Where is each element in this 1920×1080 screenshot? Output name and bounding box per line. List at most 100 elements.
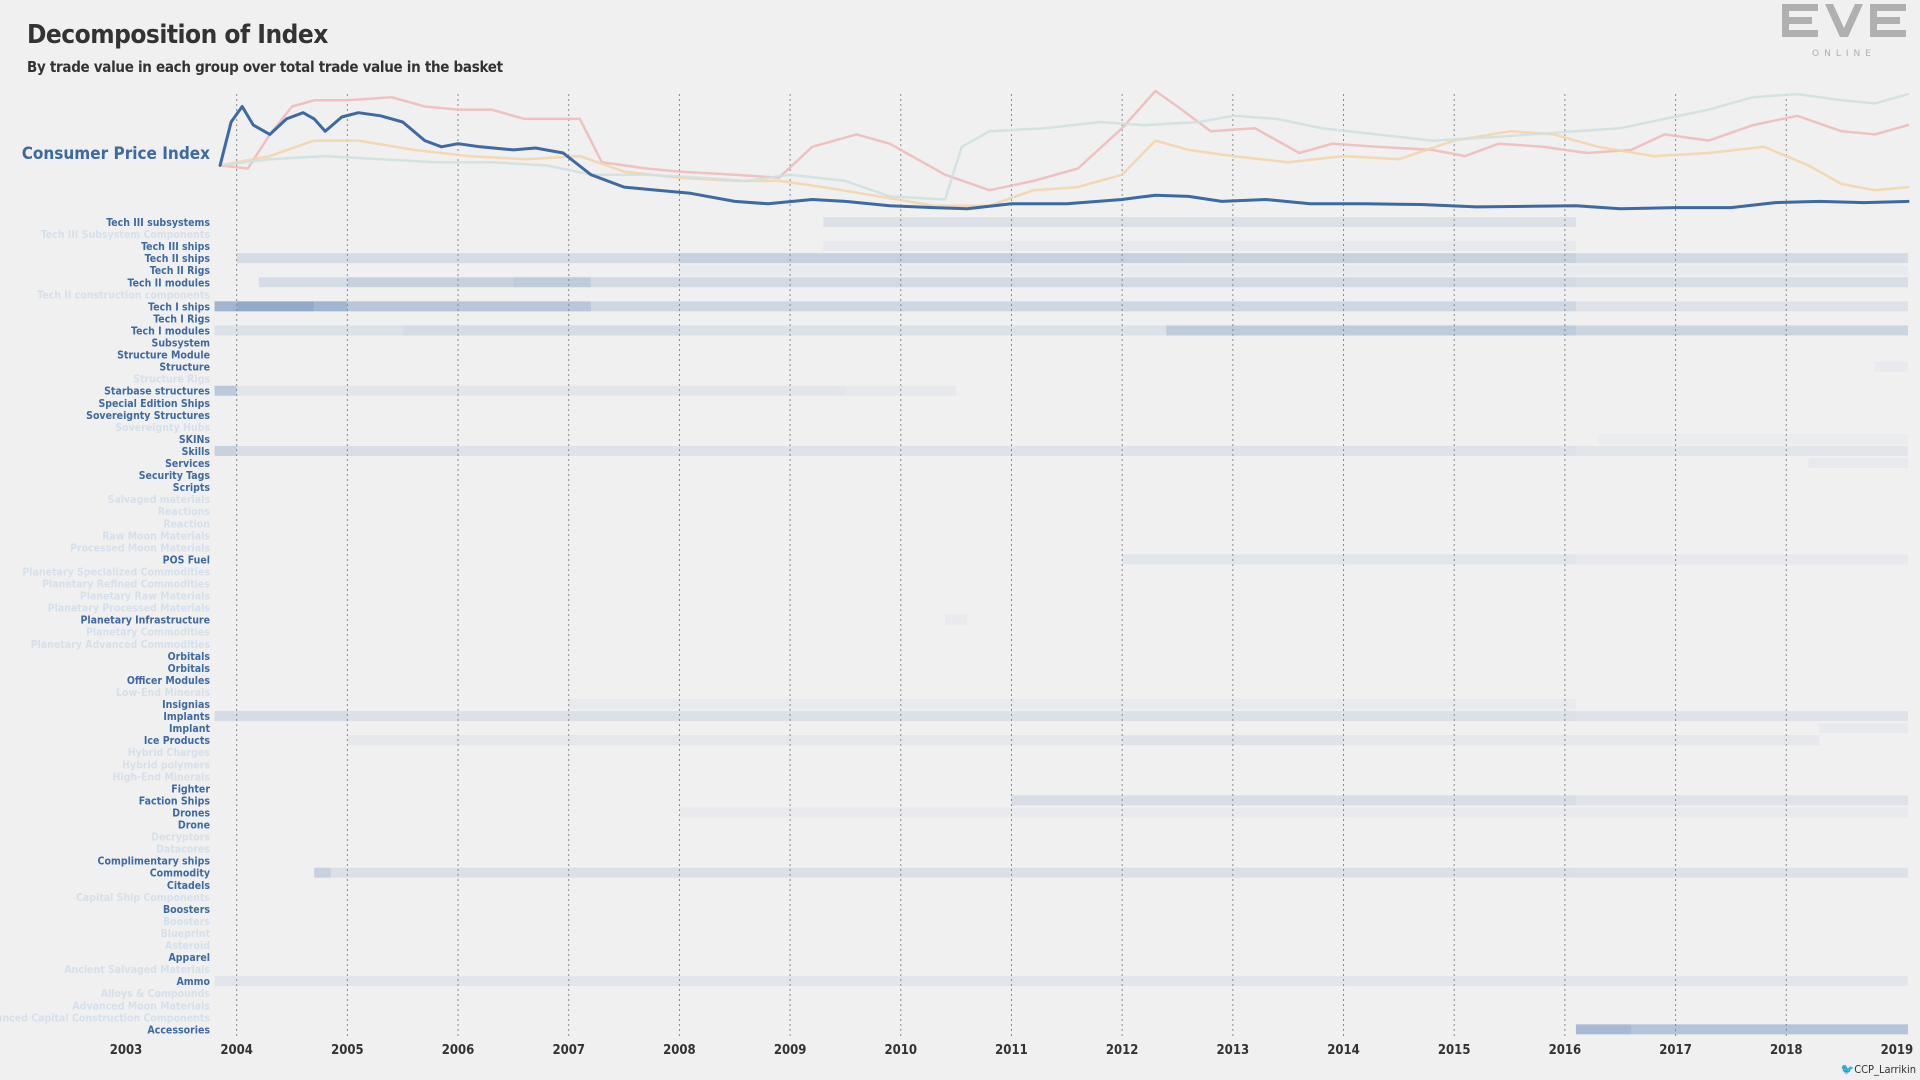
logo-tagline: ONLINE: [1812, 49, 1876, 59]
heat-cell: [1575, 253, 1908, 264]
x-tick-label: 2017: [1659, 1043, 1692, 1058]
category-label: Drones: [172, 807, 210, 819]
heat-cell: [314, 301, 348, 312]
x-tick-label: 2009: [774, 1043, 807, 1058]
heat-cell: [236, 385, 846, 396]
x-tick-label: 2003: [110, 1043, 143, 1058]
category-label: Tech I Rigs: [153, 313, 210, 325]
category-label: Security Tags: [139, 470, 211, 482]
x-tick-label: 2008: [663, 1043, 696, 1058]
heat-cell: [214, 711, 348, 722]
heat-cell: [214, 325, 403, 336]
x-tick-label: 2010: [885, 1043, 918, 1058]
heat-cell: [679, 325, 1167, 336]
category-label: Ice Products: [144, 735, 210, 747]
heat-cell: [236, 301, 315, 312]
category-label: SKINs: [179, 434, 211, 446]
heat-cell: [1631, 1024, 1908, 1035]
heat-cell: [347, 277, 514, 288]
heat-cell: [1343, 735, 1820, 746]
heat-cell: [945, 614, 968, 625]
category-label: Tech III Subsystem Components: [41, 229, 211, 241]
x-tick-label: 2016: [1549, 1043, 1582, 1058]
category-label: Hybrid Charges: [128, 747, 211, 759]
category-label: Planetary Refined Commodities: [42, 579, 210, 591]
category-label: Tech II ships: [145, 253, 211, 265]
category-label: Accessories: [147, 1024, 210, 1036]
heat-cell: [1819, 723, 1908, 734]
heat-cell: [347, 301, 591, 312]
x-tick-label: 2013: [1217, 1043, 1250, 1058]
eve-online-logo: ONLINE: [1782, 4, 1906, 59]
heat-cell: [1575, 554, 1908, 565]
heat-cell: [1122, 735, 1344, 746]
index-series-line: [218, 105, 1910, 211]
category-label: Orbitals: [168, 663, 211, 675]
index-series-line: [218, 92, 1910, 201]
category-label: Drone: [178, 820, 210, 832]
category-label: Raw Moon Materials: [102, 530, 210, 542]
heat-cell: [1874, 361, 1908, 372]
twitter-icon: 🐦: [1840, 1063, 1855, 1076]
category-label: Hybrid polymers: [122, 759, 210, 771]
category-label: Starbase structures: [104, 386, 210, 398]
heat-cell: [236, 445, 459, 456]
category-label: Advanced Moon Materials: [72, 1000, 210, 1012]
category-label: Insignias: [162, 699, 210, 711]
category-label: Planetary Advanced Commodities: [31, 639, 211, 651]
category-label: Implant: [169, 723, 210, 735]
heat-cell: [314, 867, 331, 878]
category-label: Tech III ships: [141, 241, 210, 253]
heat-cell: [347, 735, 1123, 746]
heat-cell: [402, 325, 680, 336]
page-subtitle: By trade value in each group over total …: [27, 58, 503, 76]
x-tick-label: 2007: [552, 1043, 585, 1058]
category-label: Orbitals: [168, 651, 211, 663]
category-label: Scripts: [173, 482, 211, 494]
category-label: High-End Minerals: [113, 771, 211, 783]
heat-cell: [1575, 1024, 1632, 1035]
heat-cell: [1011, 795, 1576, 806]
category-label: Faction Ships: [139, 795, 211, 807]
category-label: Tech III subsystems: [106, 217, 210, 229]
heat-cell: [458, 445, 1576, 456]
heat-cell: [1575, 301, 1908, 312]
heat-cell: [330, 867, 1576, 878]
heat-cell: [1575, 277, 1908, 288]
heat-cell: [590, 301, 1576, 312]
category-label: Planetary Raw Materials: [80, 591, 211, 603]
x-tick-label: 2011: [995, 1043, 1028, 1058]
heat-cell: [1575, 711, 1908, 722]
category-label: Asteroid: [165, 940, 210, 952]
heat-cell: [1575, 445, 1908, 456]
category-label: Planetary Infrastructure: [81, 615, 210, 627]
category-label: Structure: [159, 362, 210, 374]
category-label: Special Edition Ships: [98, 398, 210, 410]
credit: 🐦CCP_Larrikin: [1841, 1063, 1916, 1076]
category-label: Structure Rigs: [133, 374, 210, 386]
category-label: Sovereignty Hubs: [115, 422, 210, 434]
category-label: Services: [165, 458, 210, 470]
category-label: Boosters: [163, 904, 210, 916]
heat-cell: [214, 301, 237, 312]
category-label: Implants: [163, 711, 210, 723]
heat-cell: [1598, 433, 1908, 444]
x-tick-label: 2012: [1106, 1043, 1139, 1058]
heat-cell: [845, 385, 957, 396]
category-label: Ancient Salvaged Materials: [64, 964, 210, 976]
page-title: Decomposition of Index: [27, 20, 328, 50]
category-label: Structure Module: [117, 350, 210, 362]
heat-cell: [347, 711, 1576, 722]
category-label: Citadels: [167, 880, 210, 892]
category-label: Reactions: [158, 506, 211, 518]
category-label: Planetary Processed Materials: [48, 603, 211, 615]
category-label: Tech I modules: [131, 325, 210, 337]
heat-cell: [1575, 867, 1908, 878]
x-tick-label: 2015: [1438, 1043, 1471, 1058]
heat-cell: [1808, 458, 1908, 468]
index-label: Consumer Price Index: [22, 144, 210, 164]
category-label: Datacores: [156, 844, 210, 856]
category-label: Ammo: [177, 976, 211, 988]
heat-cell: [679, 807, 1908, 818]
